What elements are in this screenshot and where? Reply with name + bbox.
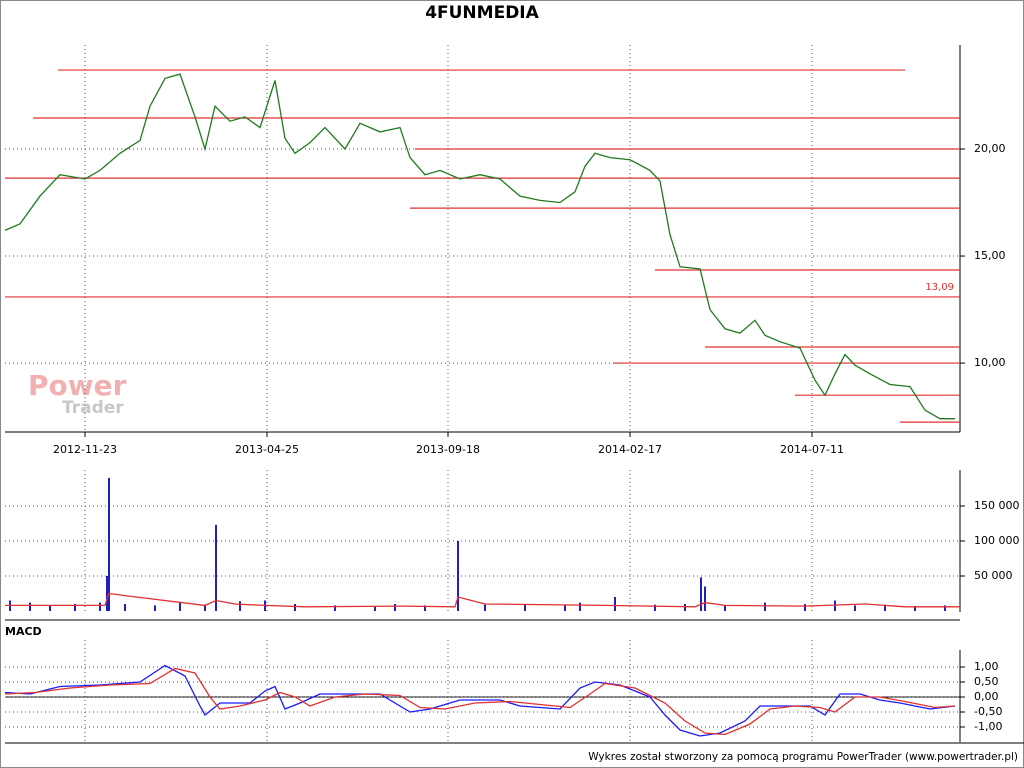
volume-bar — [49, 605, 51, 611]
volume-bar — [457, 540, 459, 611]
series-line — [4, 667, 956, 736]
volume-bar — [99, 602, 101, 611]
volume-bar — [334, 605, 336, 611]
volume-bar — [724, 605, 726, 611]
volume-bar — [106, 575, 108, 611]
volume-bar — [564, 605, 566, 611]
level-label: 13,09 — [925, 282, 954, 293]
x-tick-label: 2013-09-18 — [416, 443, 480, 456]
volume-bar — [215, 524, 217, 611]
volume-bar — [914, 606, 916, 611]
volume-bar — [579, 602, 581, 611]
y-tick-label: 10,00 — [974, 356, 1006, 369]
series-line — [5, 592, 960, 608]
series-line — [4, 664, 956, 737]
volume-bar — [108, 477, 110, 611]
volume-bar — [204, 604, 206, 611]
volume-bar — [684, 603, 686, 611]
x-tick-label: 2014-02-17 — [598, 443, 662, 456]
y-tick-label: 15,00 — [974, 249, 1006, 262]
volume-bar — [854, 605, 856, 611]
x-tick-label: 2013-04-25 — [235, 443, 299, 456]
watermark: Power — [28, 369, 127, 402]
volume-bar — [614, 596, 616, 611]
y-tick-label: 150 000 — [974, 499, 1020, 512]
volume-bar — [524, 603, 526, 611]
footer: Wykres został stworzony za pomocą progra… — [588, 751, 1018, 763]
volume-bar — [394, 603, 396, 611]
volume-bar — [484, 604, 486, 611]
volume-bar — [704, 586, 706, 611]
y-tick-label: -0,50 — [974, 705, 1002, 718]
volume-bar — [154, 605, 156, 611]
volume-bar — [74, 603, 76, 611]
volume-bar — [29, 602, 31, 611]
volume-bar — [179, 602, 181, 611]
volume-bar — [374, 606, 376, 611]
volume-bar — [124, 603, 126, 611]
y-tick-label: 1,00 — [974, 660, 999, 673]
x-tick-label: 2014-07-11 — [780, 443, 844, 456]
volume-bar — [884, 604, 886, 611]
y-tick-label: 100 000 — [974, 534, 1020, 547]
y-tick-label: 50 000 — [974, 569, 1013, 582]
y-tick-label: 20,00 — [974, 142, 1006, 155]
volume-bar — [239, 601, 241, 611]
volume-bar — [804, 603, 806, 611]
y-tick-label: -1,00 — [974, 720, 1002, 733]
x-tick-label: 2012-11-23 — [53, 443, 117, 456]
volume-bar — [294, 603, 296, 611]
volume-bar — [700, 577, 702, 611]
volume-bar — [834, 600, 836, 611]
chart-title: 4FUNMEDIA — [425, 3, 539, 23]
volume-bar — [764, 602, 766, 611]
pane-title: MACD — [5, 625, 42, 638]
y-tick-label: 0,00 — [974, 690, 999, 703]
series-line — [4, 73, 955, 420]
volume-bar — [654, 604, 656, 611]
y-tick-label: 0,50 — [974, 675, 999, 688]
watermark: Trader — [62, 398, 124, 418]
volume-bar — [424, 605, 426, 611]
volume-bar — [944, 605, 946, 611]
